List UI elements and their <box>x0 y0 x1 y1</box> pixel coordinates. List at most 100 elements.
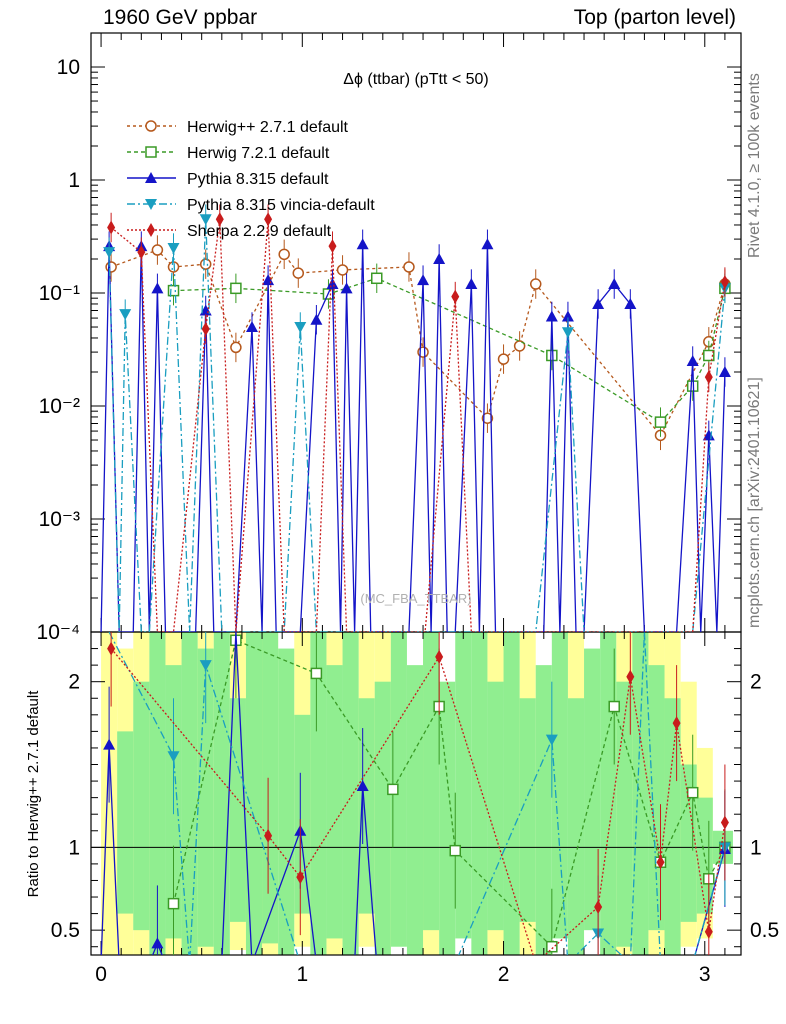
legend-label: Sherpa 2.2.9 default <box>187 223 332 240</box>
data-point <box>167 284 180 297</box>
ratio-point <box>686 786 699 799</box>
legend-marker <box>147 223 155 237</box>
legend: Herwig++ 2.7.1 default Herwig 7.2.1 defau… <box>127 119 375 240</box>
uncertainty-band-inner <box>455 632 472 939</box>
data-point <box>245 321 258 333</box>
y-tick-label: 10 <box>57 56 80 79</box>
uncertainty-band-inner <box>181 632 198 955</box>
legend-label: Pythia 8.315 vincia-default <box>187 197 375 214</box>
data-point <box>371 272 383 285</box>
data-point <box>119 309 132 321</box>
data-point <box>481 412 494 424</box>
data-point <box>199 214 212 226</box>
ratio-point <box>264 828 273 843</box>
data-point <box>417 274 430 286</box>
uncertainty-band-inner <box>358 698 375 914</box>
legend-marker <box>145 120 157 132</box>
ratio-series-3 <box>107 632 729 955</box>
data-point <box>561 327 574 339</box>
ratio-line <box>172 639 726 948</box>
series-line <box>110 219 726 632</box>
uncertainty-band-inner <box>310 632 327 955</box>
data-point <box>561 310 574 322</box>
ratio-point <box>199 660 212 672</box>
data-point <box>340 282 353 294</box>
uncertainty-band-inner <box>567 698 585 955</box>
data-point <box>608 278 621 290</box>
uncertainty-band-inner <box>374 681 391 955</box>
x-tick-label: 0 <box>95 963 107 986</box>
y-tick-label: 10⁻¹ <box>39 282 80 305</box>
chart-title: Δϕ (ttbar) (pTtt < 50) <box>343 71 488 88</box>
data-point <box>433 252 446 264</box>
data-point <box>137 245 146 260</box>
data-point <box>451 289 460 304</box>
data-point <box>720 275 729 290</box>
watermark: (MC_FBA_TTBAR) <box>360 591 471 606</box>
main-plot-series <box>100 204 731 632</box>
ratio-point <box>310 667 323 680</box>
data-point <box>703 349 715 362</box>
mcplots-label: mcplots.cern.ch [arXiv:2401.10621] <box>746 377 763 628</box>
uncertainty-band-inner <box>262 632 279 944</box>
y-tick-label: 1 <box>68 169 80 192</box>
data-point <box>704 370 713 385</box>
ratio-point <box>151 937 164 949</box>
ratio-tick-label-right: 1 <box>750 836 762 859</box>
x-tick-label: 3 <box>699 963 711 986</box>
ratio-point <box>626 669 635 684</box>
uncertainty-band-inner <box>406 665 424 955</box>
data-point <box>465 278 478 290</box>
data-point <box>545 310 558 322</box>
x-tick-label: 2 <box>498 963 510 986</box>
data-point <box>497 353 510 365</box>
uncertainty-band-inner <box>439 681 456 955</box>
ratio-tick-label: 1 <box>68 836 80 859</box>
ratio-point <box>107 641 116 656</box>
data-point <box>654 416 667 428</box>
legend-marker <box>145 172 157 183</box>
ratio-plot-series <box>100 632 731 955</box>
data-point <box>356 238 369 250</box>
ratio-point <box>720 815 729 830</box>
ratio-point <box>672 716 681 731</box>
data-point <box>546 349 558 362</box>
data-point <box>592 297 605 309</box>
legend-marker <box>145 199 157 210</box>
header-right: Top (parton level) <box>573 6 736 29</box>
series-line <box>108 219 726 632</box>
uncertainty-band-inner <box>149 632 166 955</box>
uncertainty-band-inner <box>278 648 295 955</box>
data-point <box>151 244 164 256</box>
ratio-point <box>546 940 558 953</box>
ratio-tick-label-right: 0.5 <box>750 919 779 942</box>
series-line <box>100 244 726 632</box>
ratio-point <box>167 751 180 763</box>
uncertainty-band-inner <box>197 648 214 947</box>
data-point <box>310 313 323 325</box>
ratio-line <box>110 648 726 955</box>
ratio-tick-label-right: 2 <box>750 671 762 694</box>
data-point <box>292 267 305 279</box>
data-point <box>264 212 273 227</box>
uncertainty-band-inner <box>294 714 311 914</box>
data-point <box>686 355 699 367</box>
data-point <box>199 258 212 270</box>
data-point <box>624 297 637 309</box>
data-point <box>103 247 116 259</box>
ratio-point <box>545 734 558 746</box>
ratio-point <box>594 899 603 914</box>
data-point <box>326 278 339 290</box>
data-point <box>702 429 715 441</box>
data-point <box>718 365 731 377</box>
data-point <box>201 322 210 337</box>
legend-label: Herwig 7.2.1 default <box>187 145 330 162</box>
ratio-point <box>449 844 461 857</box>
uncertainty-band-inner <box>342 632 359 955</box>
header-left: 1960 GeV ppbar <box>103 6 258 29</box>
legend-marker <box>145 146 157 158</box>
uncertainty-band-inner <box>213 632 230 955</box>
data-point <box>105 261 117 273</box>
series-line <box>173 277 726 423</box>
